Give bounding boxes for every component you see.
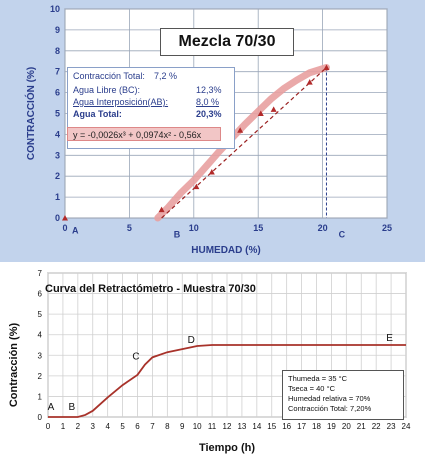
- y-tick-label: 1: [55, 192, 60, 202]
- x-tick-label: 3: [91, 422, 96, 431]
- x-tick-label: 24: [402, 422, 411, 431]
- y-tick-label: 3: [38, 351, 43, 360]
- data-point: [193, 183, 200, 190]
- legend-line-wet-temp: Thumeda = 35 °C: [288, 374, 348, 383]
- x-tick-label: 2: [76, 422, 81, 431]
- data-point: [158, 206, 165, 213]
- fit-equation: y = -0,0026x³ + 0,0974x² - 0,56x: [67, 127, 221, 141]
- point-label-b: B: [69, 402, 76, 413]
- data-point: [62, 215, 68, 221]
- data-point: [257, 110, 264, 116]
- y-tick-label: 4: [38, 331, 43, 340]
- data-point: [306, 79, 313, 85]
- chart-2-title: Curva del Retractómetro - Muestra 70/30: [45, 283, 256, 295]
- info-interposition-water-label: Agua Interposición(AB):: [73, 97, 169, 107]
- x-tick-label: 17: [297, 422, 306, 431]
- chart-1-title: Mezcla 70/30: [160, 28, 294, 56]
- x-tick-label: 21: [357, 422, 366, 431]
- info-total-water-label: Agua Total:: [73, 109, 122, 119]
- x-tick-label: 7: [150, 422, 155, 431]
- x-tick-label: 15: [267, 422, 276, 431]
- y-tick-label: 1: [38, 392, 43, 401]
- x-tick-label: 9: [180, 422, 185, 431]
- y-tick-label: 6: [55, 88, 60, 98]
- data-point: [208, 169, 215, 175]
- y-tick-label: 9: [55, 25, 60, 35]
- point-label-b: B: [174, 230, 181, 240]
- legend-line-humidity: Humedad relativa = 70%: [288, 394, 371, 403]
- x-tick-label: 14: [252, 422, 261, 431]
- y-axis-label: Contracción (%): [8, 322, 20, 407]
- x-tick-label: 16: [282, 422, 291, 431]
- y-tick-label: 2: [55, 171, 60, 181]
- y-tick-label: 4: [55, 129, 60, 139]
- y-tick-label: 6: [38, 290, 43, 299]
- x-tick-label: 4: [105, 422, 110, 431]
- x-axis-label: Tiempo (h): [199, 442, 255, 454]
- y-tick-label: 7: [55, 67, 60, 77]
- info-total-value: 7,2 %: [154, 71, 178, 81]
- point-label-e: E: [386, 333, 393, 344]
- retractometer-panel: 0 1 2 3 4 5 6 7 0 1 2 3 4 5 6 7 8 9 10 11 12 13 14 15 16 17 18 19 20…: [0, 262, 425, 461]
- data-point: [237, 127, 244, 133]
- y-tick-label: 2: [38, 372, 43, 381]
- x-tick-label: 10: [189, 223, 199, 233]
- x-tick-label: 8: [165, 422, 170, 431]
- legend-line-total-shrinkage: Contracción Total: 7,20%: [288, 404, 372, 413]
- info-interposition-water-value: 8,0 %: [196, 97, 220, 107]
- x-tick-label: 12: [223, 422, 232, 431]
- info-free-water-value: 12,3%: [196, 85, 222, 95]
- x-tick-label: 5: [120, 422, 125, 431]
- x-tick-label: 6: [135, 422, 140, 431]
- y-tick-label: 0: [38, 413, 43, 422]
- point-label-d: D: [188, 335, 195, 346]
- x-tick-label: 20: [318, 223, 328, 233]
- y-tick-label: 3: [55, 150, 60, 160]
- y-tick-label: 5: [55, 109, 60, 119]
- x-tick-label: 1: [61, 422, 66, 431]
- x-tick-label: 15: [253, 223, 263, 233]
- x-tick-label: 5: [127, 223, 132, 233]
- x-tick-label: 23: [387, 422, 396, 431]
- x-tick-label: 10: [193, 422, 202, 431]
- conditions-legend: Thumeda = 35 °C Tseca = 40 °C Humedad re…: [282, 370, 404, 420]
- point-label-a: A: [48, 402, 55, 413]
- dashed-trend-line: [161, 67, 327, 219]
- y-tick-label: 0: [55, 213, 60, 223]
- x-tick-label: 11: [208, 422, 217, 431]
- x-tick-label: 22: [372, 422, 381, 431]
- x-axis-label: HUMEDAD (%): [191, 245, 260, 256]
- data-point: [270, 106, 277, 112]
- shrinkage-curve: [48, 344, 406, 418]
- x-tick-label: 13: [237, 422, 246, 431]
- shrinkage-vs-moisture-panel: 0 1 2 3 4 5 6 7 8 9 10 0 5 10 15 20 25 HUMEDAD (%) CONTRAC…: [0, 0, 425, 262]
- data-point: [323, 64, 330, 71]
- info-total-label: Contracción Total:: [73, 71, 145, 81]
- y-tick-label: 8: [55, 46, 60, 56]
- x-tick-label: 25: [382, 223, 392, 233]
- legend-line-dry-temp: Tseca = 40 °C: [288, 384, 335, 393]
- x-tick-label: 0: [46, 422, 51, 431]
- y-tick-label: 7: [38, 269, 43, 278]
- info-total-water-value: 20,3%: [196, 109, 222, 119]
- x-tick-label: 20: [342, 422, 351, 431]
- x-tick-label: 19: [327, 422, 336, 431]
- point-label-a: A: [72, 226, 79, 236]
- y-axis-label: CONTRACCIÓN (%): [24, 67, 37, 160]
- y-tick-label: 5: [38, 310, 43, 319]
- x-tick-label: 18: [312, 422, 321, 431]
- y-tick-label: 10: [50, 4, 60, 14]
- info-free-water-label: Agua Libre (BC):: [73, 85, 141, 95]
- point-label-c: C: [132, 351, 139, 362]
- point-label-c: C: [339, 230, 346, 240]
- x-tick-label: 0: [62, 223, 67, 233]
